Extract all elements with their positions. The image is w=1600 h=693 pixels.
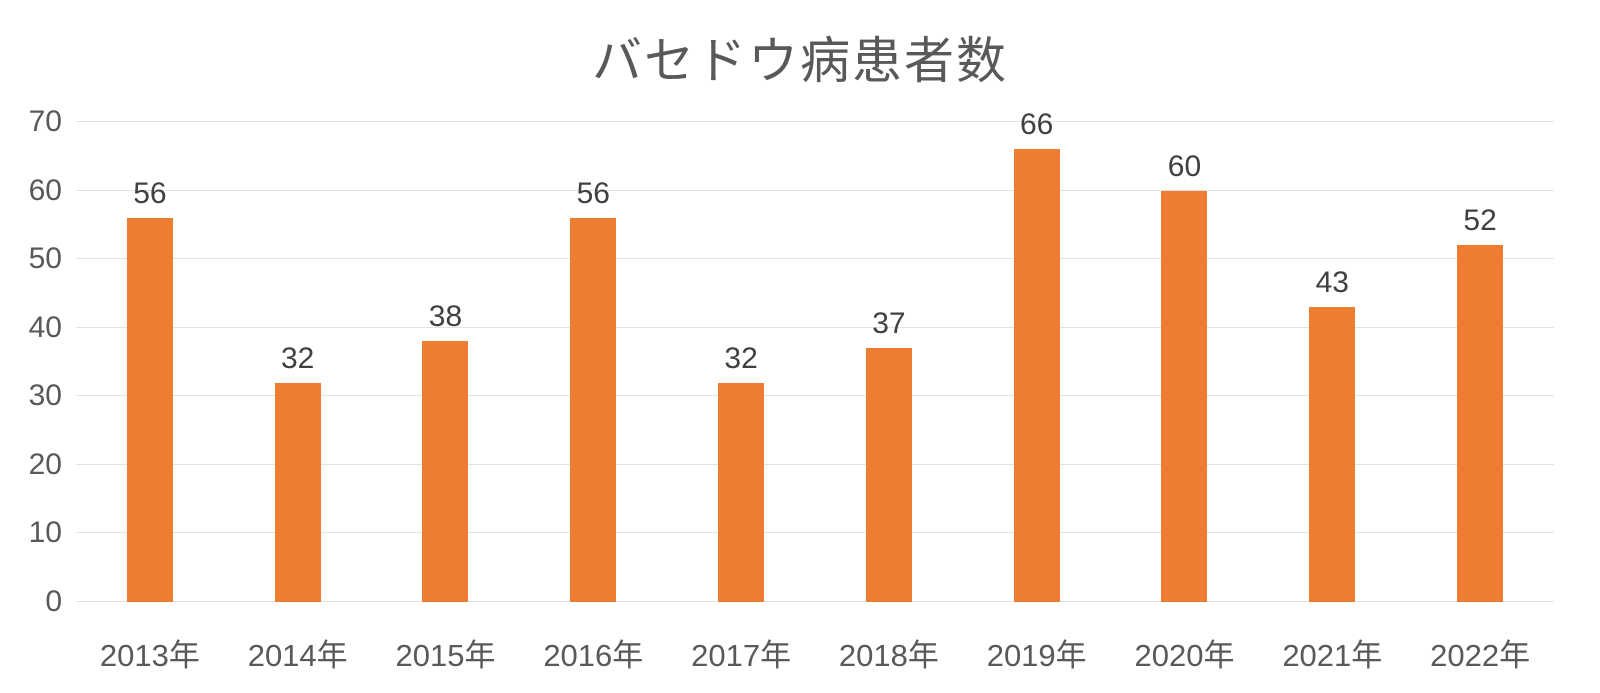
bar: [865, 348, 912, 602]
bar-column: 38: [372, 122, 520, 602]
gridline: [76, 463, 1554, 465]
bar-value-label: 66: [1020, 108, 1054, 142]
bar-column: 37: [815, 122, 963, 602]
gridline: [76, 532, 1554, 534]
bar-value-label: 43: [1315, 266, 1349, 300]
bar-column: 43: [1258, 122, 1406, 602]
bar-column: 66: [963, 110, 1111, 602]
bar-value-label: 38: [428, 300, 463, 334]
bar-value-label: 56: [133, 177, 167, 210]
bar-value-label: 37: [872, 307, 906, 341]
x-tick-label: 2015年: [395, 638, 496, 673]
gridline: [76, 395, 1554, 397]
y-tick-label: 40: [28, 310, 62, 344]
bar: [1013, 149, 1060, 602]
x-tick-label: 2021年: [1282, 638, 1383, 673]
gridline: [76, 326, 1554, 328]
gridline: [76, 189, 1554, 191]
x-tick-label: 2018年: [838, 638, 939, 673]
x-tick-label: 2019年: [986, 638, 1087, 673]
y-tick-label: 60: [28, 173, 62, 207]
gridline: [76, 121, 1554, 122]
bar: [126, 218, 173, 602]
bar-column: 56: [519, 122, 667, 602]
bar: [1161, 190, 1208, 602]
x-tick-label: 2017年: [691, 638, 792, 673]
y-tick-label: 70: [28, 105, 62, 138]
x-tick-label: 2013年: [99, 638, 200, 673]
bar-value-label: 32: [724, 341, 758, 375]
chart-title: バセドウ病患者数: [592, 33, 1008, 89]
y-tick-label: 20: [28, 447, 62, 481]
bar-value-label: 60: [1167, 149, 1202, 183]
y-tick-label: 50: [28, 242, 62, 276]
x-tick-label: 2020年: [1134, 638, 1235, 673]
gridline: [76, 258, 1554, 260]
x-tick-label: 2022年: [1430, 638, 1531, 673]
y-tick-label: 30: [28, 379, 62, 413]
bar: [422, 341, 469, 602]
y-tick-label: 10: [28, 516, 62, 550]
bar-value-label: 56: [576, 177, 610, 210]
gridline: [76, 601, 1554, 602]
bar-column: 60: [1111, 122, 1259, 602]
bar: [570, 218, 617, 602]
bar-value-label: 32: [281, 341, 315, 375]
bar-column: 56: [76, 122, 224, 602]
y-tick-label: 0: [45, 585, 62, 618]
plot-area: 56 32 38 56 32 37 66 60 43 52: [76, 110, 1554, 602]
bar: [718, 382, 765, 602]
bar-column: 52: [1406, 122, 1554, 602]
bar: [1457, 245, 1504, 602]
x-tick-label: 2016年: [543, 638, 644, 673]
bar-column: 32: [224, 122, 372, 602]
bar: [274, 382, 321, 602]
bar: [1309, 307, 1356, 602]
bar-column: 32: [667, 122, 815, 602]
bar-value-label: 52: [1463, 204, 1497, 238]
x-tick-label: 2014年: [247, 638, 348, 673]
